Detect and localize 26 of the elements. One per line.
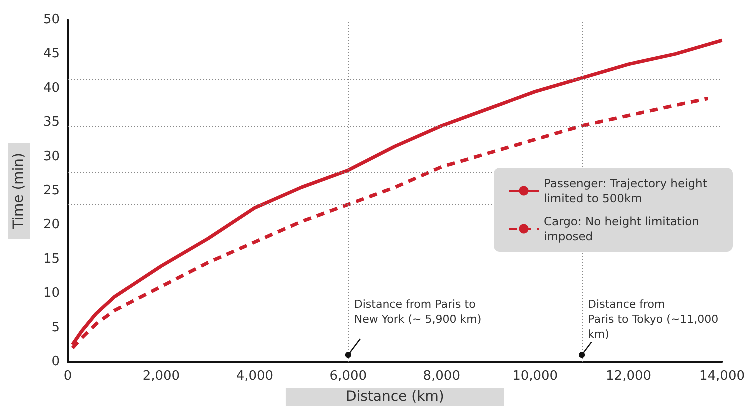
y-tick-label: 20 xyxy=(43,218,60,233)
legend-label: Passenger: Trajectory height limited to 500km xyxy=(544,176,711,206)
annotation: Distance from Paris to New York (~ 5,900 km) xyxy=(354,298,482,326)
y-tick-label: 0 xyxy=(52,354,60,370)
y-tick-label: 40 xyxy=(43,80,60,96)
y-tick-label: 50 xyxy=(43,12,60,28)
y-axis-title: Time (min) xyxy=(11,152,27,230)
x-tick-label: 14,000 xyxy=(700,369,746,384)
y-tick-label: 10 xyxy=(43,286,60,302)
annotation: Distance from Paris to Tokyo (~11,000 km) xyxy=(588,298,719,342)
y-tick-label: 25 xyxy=(43,184,60,198)
x-tick-label: 6,000 xyxy=(330,369,368,384)
x-tick-label: 8,000 xyxy=(423,369,460,384)
line-series xyxy=(70,38,724,347)
x-tick-label: 4,000 xyxy=(236,369,274,384)
legend-label: Cargo: No height limitation imposed xyxy=(544,214,704,244)
x-tick-label: 12,000 xyxy=(606,369,652,384)
y-tick-label: 35 xyxy=(43,115,60,130)
x-tick-label: 2,000 xyxy=(142,369,180,384)
y-tick-label: 15 xyxy=(43,252,60,267)
y-tick-label: 5 xyxy=(52,320,60,336)
y-tick-label: 45 xyxy=(43,46,60,62)
x-tick-label: 0 xyxy=(64,369,72,384)
y-tick-label: 30 xyxy=(43,149,60,164)
x-axis-title: Distance (km) xyxy=(346,389,444,405)
x-tick-label: 10,000 xyxy=(512,369,558,384)
